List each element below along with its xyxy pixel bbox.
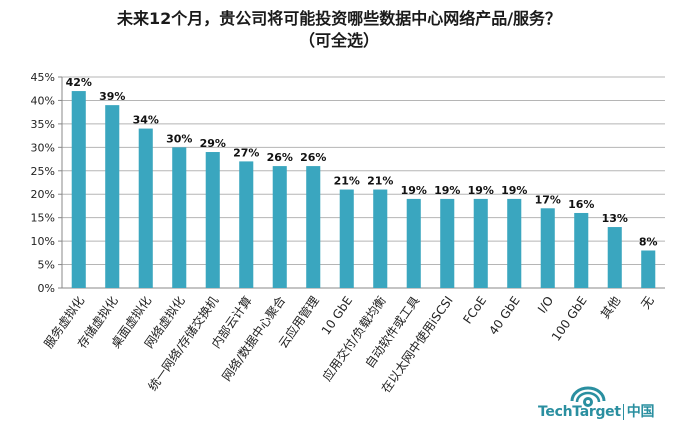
- bar: [205, 152, 220, 288]
- category-label: 10 GbE: [319, 294, 355, 338]
- bar-value-label: 8%: [639, 235, 658, 248]
- category-label: 40 GbE: [486, 294, 522, 338]
- category-label: FCoE: [460, 294, 489, 327]
- chart-title: 未来12个月，贵公司将可能投资哪些数据中心网络产品/服务？: [116, 9, 562, 28]
- bar: [440, 198, 455, 288]
- bar: [373, 189, 388, 288]
- bar-value-label: 19%: [401, 184, 427, 197]
- bar-value-label: 26%: [267, 151, 293, 164]
- eye-logo-icon: [570, 386, 606, 407]
- bar-value-label: 29%: [200, 137, 226, 150]
- bar: [339, 189, 354, 288]
- y-tick-label: 30%: [31, 141, 55, 154]
- y-tick-label: 15%: [31, 212, 55, 225]
- bar: [574, 212, 589, 288]
- bar: [71, 91, 86, 288]
- bar: [272, 166, 287, 288]
- bar-value-label: 16%: [568, 198, 594, 211]
- category-label: 无: [638, 294, 656, 312]
- bar-value-label: 26%: [300, 151, 326, 164]
- bar-value-label: 42%: [66, 76, 92, 89]
- bar: [473, 198, 488, 288]
- y-tick-label: 40%: [31, 94, 55, 107]
- bar-value-label: 19%: [501, 184, 527, 197]
- y-tick-label: 20%: [31, 188, 55, 201]
- y-tick-label: 25%: [31, 165, 55, 178]
- y-tick-label: 35%: [31, 118, 55, 131]
- brand-name-text: TechTarget: [538, 404, 621, 420]
- bar: [607, 227, 622, 288]
- bar: [641, 250, 656, 288]
- bar-value-label: 27%: [233, 146, 259, 159]
- bar: [540, 208, 555, 288]
- bar-value-label: 21%: [367, 175, 393, 188]
- y-tick-label: 45%: [31, 71, 55, 84]
- bar: [406, 198, 421, 288]
- chart-subtitle: （可全选）: [298, 31, 379, 50]
- bar-value-label: 34%: [133, 114, 159, 127]
- bar: [507, 198, 522, 288]
- bar: [138, 128, 153, 288]
- y-tick-label: 5%: [38, 259, 55, 272]
- category-label: 其他: [598, 294, 623, 322]
- bar-value-label: 19%: [468, 184, 494, 197]
- bar-value-label: 17%: [535, 193, 561, 206]
- y-tick-label: 10%: [31, 235, 55, 248]
- bar-value-label: 30%: [166, 132, 192, 145]
- bar: [306, 166, 321, 288]
- bar-value-label: 21%: [334, 175, 360, 188]
- brand-logo: TechTarget 中国: [538, 385, 668, 423]
- brand-suffix: 中国: [622, 404, 654, 420]
- category-label: I/O: [535, 294, 556, 316]
- bar-value-label: 13%: [602, 212, 628, 225]
- y-tick-label: 0%: [38, 282, 55, 295]
- brand-name: TechTarget 中国: [538, 401, 654, 421]
- bar: [172, 147, 187, 288]
- chart-title-block: 未来12个月，贵公司将可能投资哪些数据中心网络产品/服务？ （可全选）: [0, 8, 678, 52]
- bar: [239, 161, 254, 288]
- bar-value-label: 39%: [99, 90, 125, 103]
- bar: [105, 105, 120, 288]
- bar-value-label: 19%: [434, 184, 460, 197]
